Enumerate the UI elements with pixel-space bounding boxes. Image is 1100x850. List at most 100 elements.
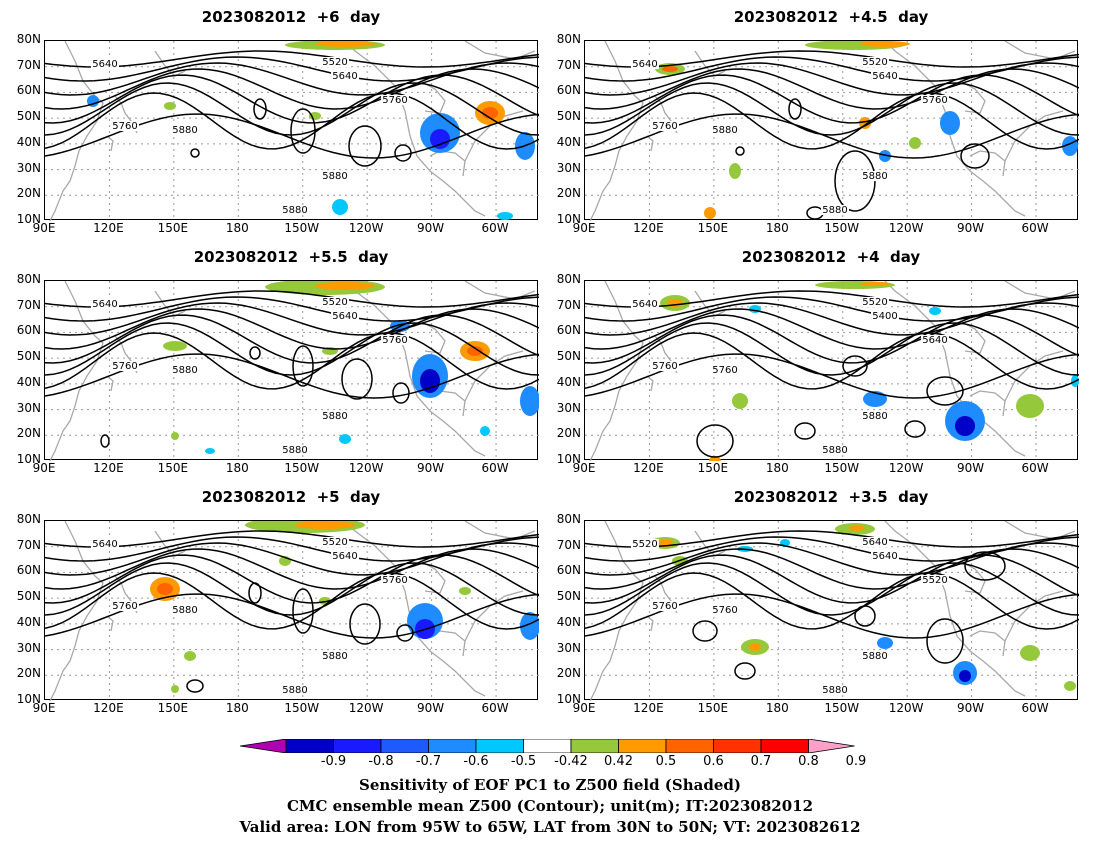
contour-label: 5760 xyxy=(712,365,737,376)
contour-label: 5520 xyxy=(632,539,657,550)
contour-label: 5640 xyxy=(872,71,897,82)
contour-label: 5640 xyxy=(632,59,657,70)
coastline xyxy=(1004,281,1076,300)
contour-closed xyxy=(794,422,816,440)
contour-label-bg xyxy=(321,411,349,421)
contour-line xyxy=(45,302,539,336)
map-panel: 5520 5640 5640 5520 5760 5760 5880 5880 xyxy=(584,520,1079,701)
z500-contours xyxy=(585,290,1079,458)
colorbar-tick-label: -0.9 xyxy=(320,754,347,769)
lon-tick-label: 150E xyxy=(157,701,189,715)
coastline xyxy=(969,390,1006,417)
contour-label: 5880 xyxy=(862,651,887,662)
contour-line xyxy=(585,542,1079,576)
lon-tick-label: 180 xyxy=(225,221,249,235)
contour-label: 5760 xyxy=(652,361,677,372)
contour-label: 5640 xyxy=(632,299,657,310)
contour-line xyxy=(585,322,1079,376)
colorbar-segment xyxy=(523,739,572,753)
contour-label-bg xyxy=(871,71,899,81)
contour-label: 5880 xyxy=(172,605,197,616)
shading-blob xyxy=(929,307,941,315)
shading-blob xyxy=(295,521,355,529)
lon-tick-label: 180 xyxy=(225,461,249,475)
lon-tick-label: 90E xyxy=(572,461,596,475)
lon-tick-label: 120W xyxy=(348,701,384,715)
lat-tick-label: 30N xyxy=(16,160,41,175)
contour-label: 5760 xyxy=(382,95,407,106)
coastline xyxy=(646,135,654,152)
contour-closed xyxy=(734,662,756,680)
map-panel: 5640 5520 5640 5760 5760 5880 5880 5880 xyxy=(44,280,539,461)
contour-label-bg xyxy=(281,205,309,215)
contour-closed xyxy=(249,346,261,360)
contour-label: 5880 xyxy=(172,365,197,376)
contour-label: 5760 xyxy=(652,121,677,132)
contour-closed xyxy=(292,588,314,634)
contour-closed xyxy=(253,98,267,120)
contour-line xyxy=(585,290,1079,308)
colorbar-tick-label: 0.7 xyxy=(750,754,772,769)
coastline xyxy=(464,281,536,300)
colorbar-tick-label: -0.6 xyxy=(463,754,489,769)
z500-contours xyxy=(45,290,539,448)
contour-label-bg xyxy=(871,551,899,561)
contour-line xyxy=(585,332,1079,390)
contour-line xyxy=(585,530,1079,548)
contour-label: 5640 xyxy=(922,335,947,346)
shading-blob xyxy=(877,637,893,649)
lon-tick-label: 90E xyxy=(32,701,56,715)
contour-label-bg xyxy=(631,539,659,549)
lon-tick-label: 180 xyxy=(765,701,789,715)
lat-tick-label: 80N xyxy=(556,512,581,526)
lat-tick-label: 50N xyxy=(16,349,41,364)
panel-title: 2023082012 +4.5 day xyxy=(733,8,929,26)
footer-line-3: Valid area: LON from 95W to 65W, LAT fro… xyxy=(239,818,861,836)
lon-tick-label: 90E xyxy=(32,221,56,235)
contour-label-bg xyxy=(711,125,739,135)
coastline xyxy=(884,521,984,662)
z500-contours xyxy=(45,530,539,693)
lat-tick-label: 30N xyxy=(16,640,41,655)
shading-blob xyxy=(480,426,490,436)
shading-blob xyxy=(732,393,748,409)
shading-blob xyxy=(1064,681,1076,691)
lat-tick-label: 80N xyxy=(556,32,581,46)
lat-tick-label: 40N xyxy=(16,374,41,389)
lon-tick-label: 60W xyxy=(1021,461,1049,475)
contour-label-bg xyxy=(281,445,309,455)
lon-tick-label: 180 xyxy=(765,221,789,235)
lat-tick-label: 30N xyxy=(556,400,581,415)
shading-blob xyxy=(339,434,351,444)
contour-closed xyxy=(842,355,868,377)
contour-label: 5640 xyxy=(862,537,887,548)
contour-closed xyxy=(248,582,262,604)
grid-lines xyxy=(585,41,1079,221)
contour-line xyxy=(585,92,1079,150)
colorbar-arrow-left xyxy=(240,739,287,753)
colorbar-tick-label: -0.42 xyxy=(554,754,588,769)
contour-label-bg xyxy=(861,171,889,181)
lon-tick-label: 120E xyxy=(93,701,124,715)
lon-tick-label: 90E xyxy=(32,461,56,475)
lon-tick-label: 60W xyxy=(1021,221,1049,235)
shading-blob xyxy=(940,111,960,135)
lat-tick-label: 30N xyxy=(556,640,581,655)
colorbar-tick-label: 0.42 xyxy=(604,754,633,769)
lon-tick-label: 150E xyxy=(697,701,729,715)
contour-line xyxy=(585,50,1079,68)
contour-label-bg xyxy=(321,297,349,307)
footer-line-1: Sensitivity of EOF PC1 to Z500 field (Sh… xyxy=(359,776,741,794)
colorbar-tick-label: 0.9 xyxy=(845,754,867,769)
coastline xyxy=(442,180,486,217)
contour-line xyxy=(45,530,539,548)
colorbar-segment xyxy=(570,739,619,753)
coastline xyxy=(442,660,486,697)
contour-closed xyxy=(788,98,802,120)
colorbar-tick-label: -0.5 xyxy=(510,754,537,769)
lat-tick-label: 80N xyxy=(16,272,41,286)
contour-label: 5880 xyxy=(282,685,307,696)
lon-tick-label: 90W xyxy=(957,221,985,235)
contour-closed xyxy=(854,605,876,627)
colorbar-tick-label: 0.5 xyxy=(655,754,677,769)
